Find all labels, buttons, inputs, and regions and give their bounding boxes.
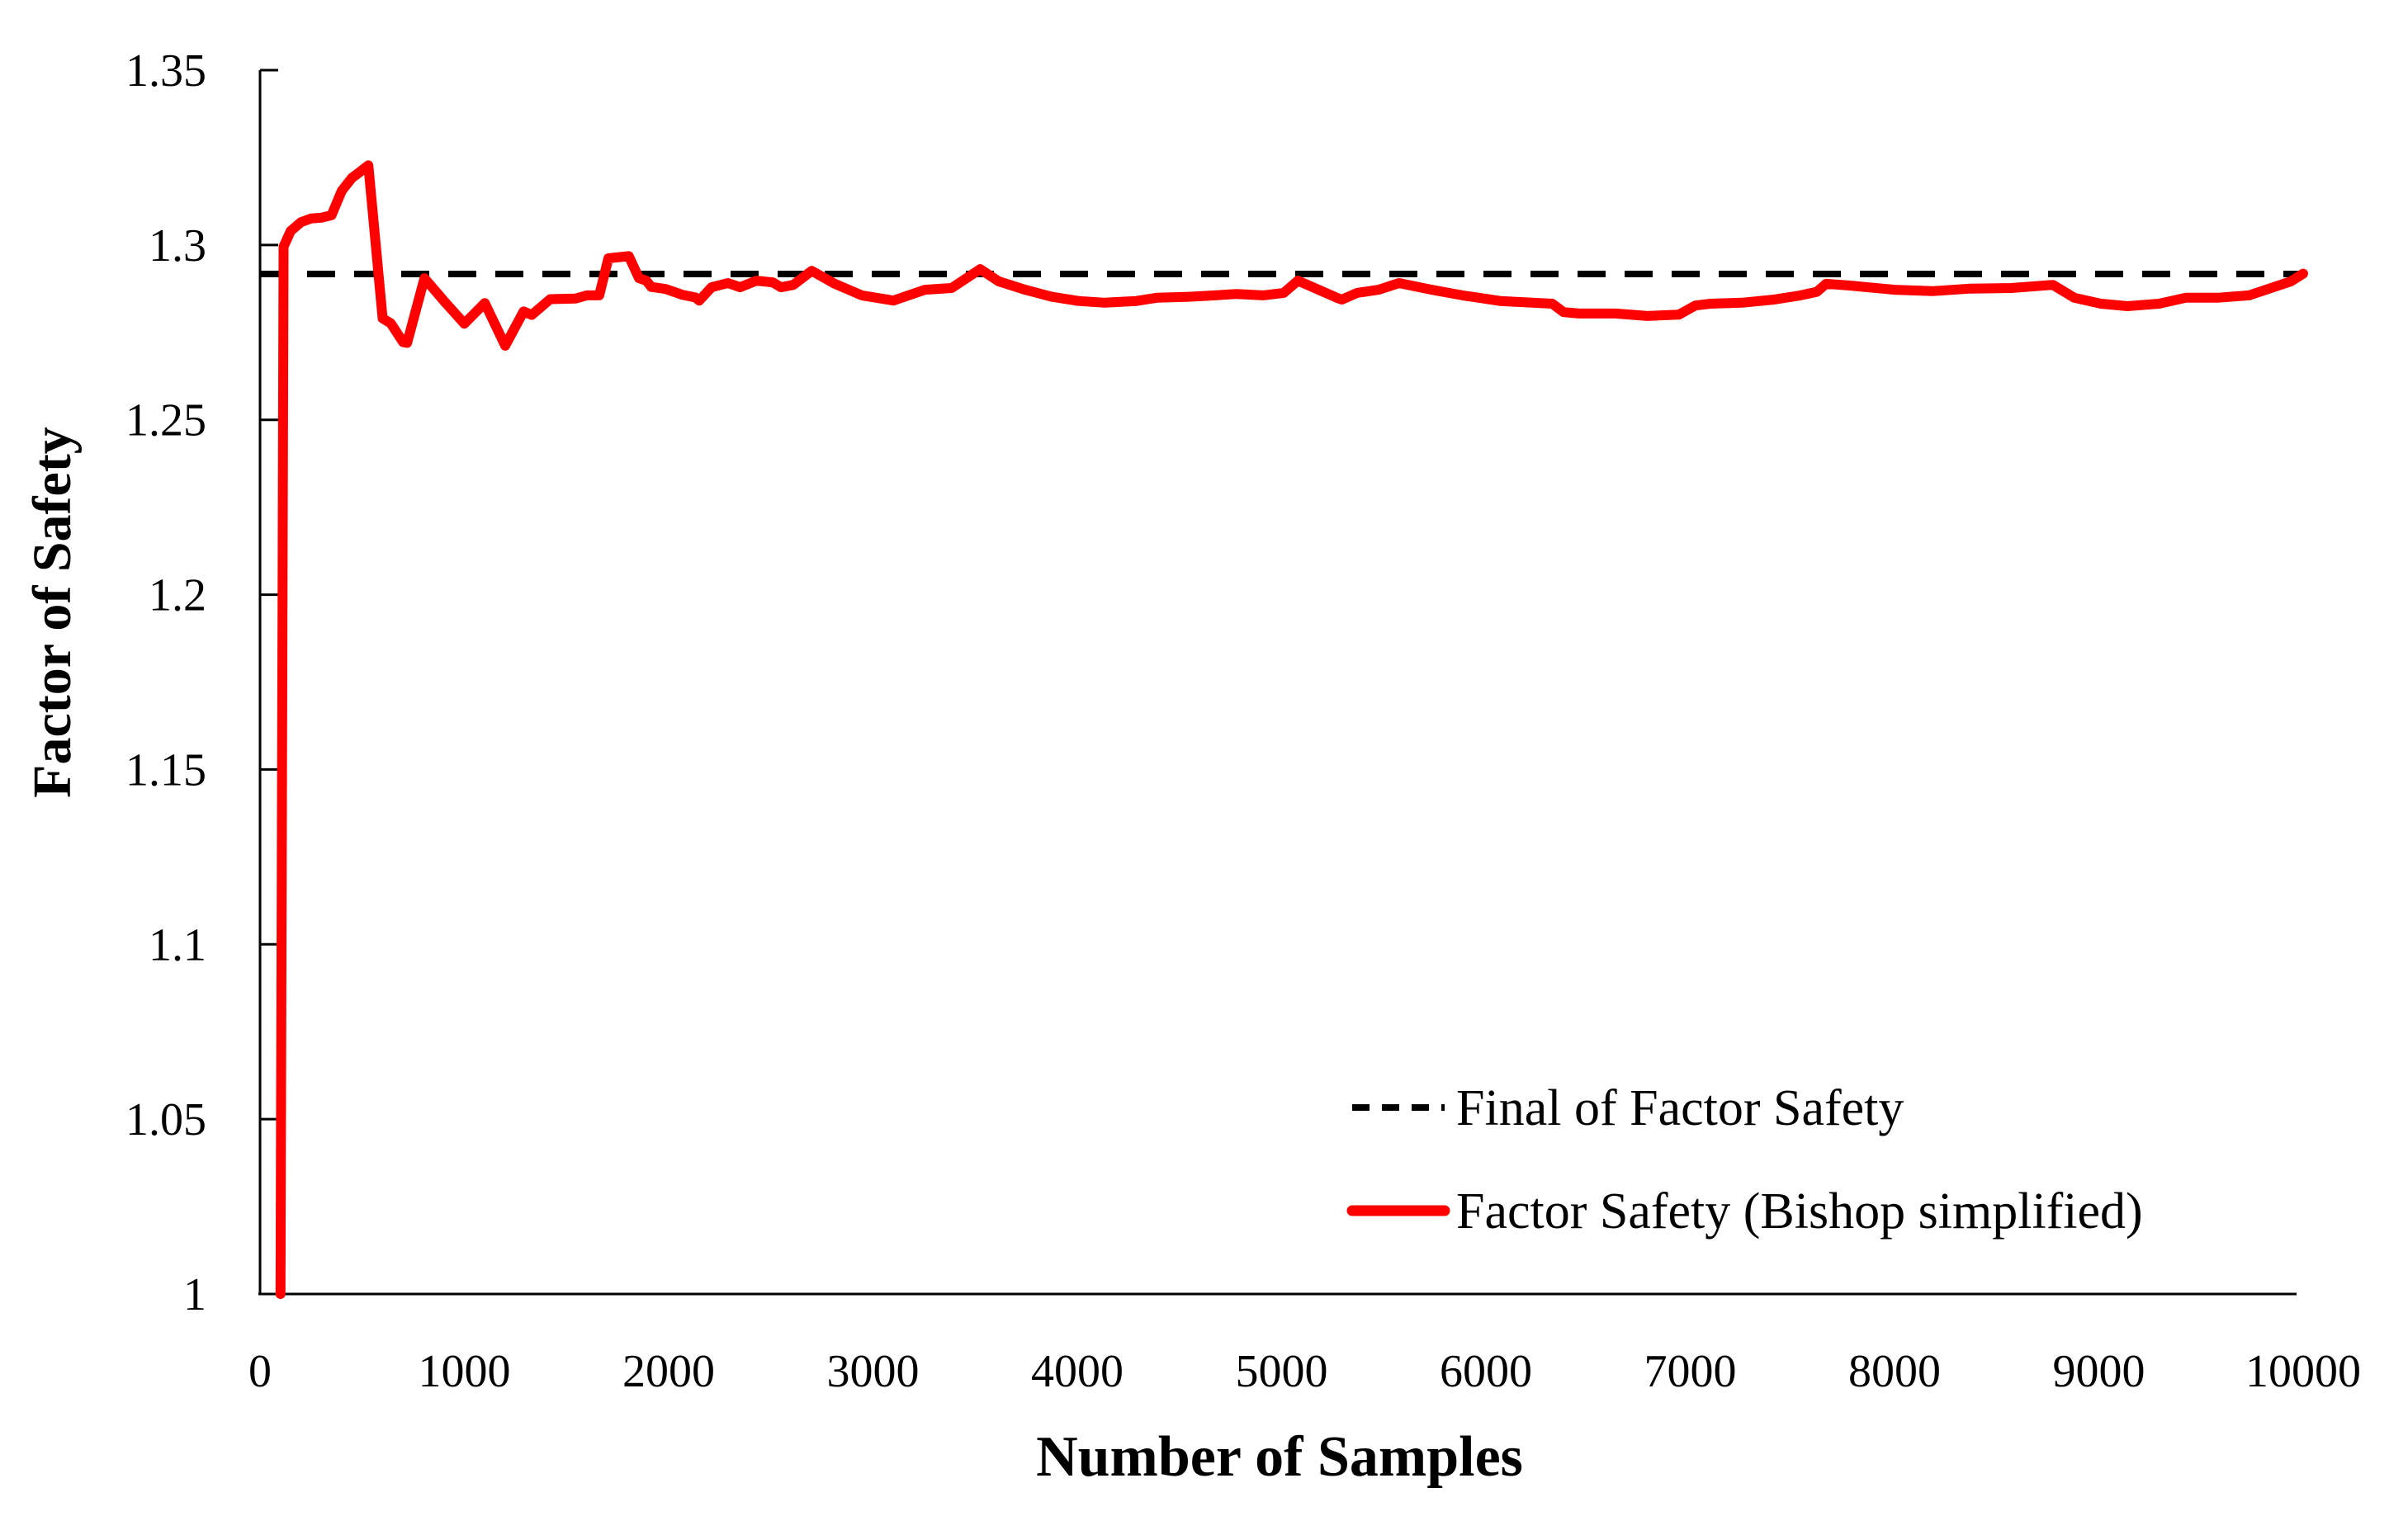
x-tick-label: 1000 bbox=[419, 1346, 511, 1397]
y-tick-label: 1.25 bbox=[125, 395, 206, 446]
x-tick-label: 0 bbox=[248, 1346, 272, 1397]
axes: 1.35 1.3 1.25 1.2 1.15 1.1 1.05 10 1000 2000 3000 4… bbox=[125, 45, 2361, 1397]
x-tick-label: 8000 bbox=[1848, 1346, 1941, 1397]
x-tick-label: 4000 bbox=[1031, 1346, 1124, 1397]
legend-label-factor-safety-bishop: Factor Safety (Bishop simplified) bbox=[1456, 1183, 2143, 1240]
factor-safety-bishop-line bbox=[275, 160, 2308, 1299]
x-tick-label: 2000 bbox=[622, 1346, 715, 1397]
x-tick-label: 3000 bbox=[827, 1346, 920, 1397]
y-tick-label: 1.3 bbox=[149, 220, 206, 272]
y-tick-label: 1.1 bbox=[149, 919, 206, 971]
legend-label-final-of-factor-safety: Final of Factor Safety bbox=[1456, 1080, 1904, 1136]
y-axis-title: Factor of Safety bbox=[22, 427, 83, 798]
y-tick-label: 1.15 bbox=[125, 744, 206, 796]
x-tick-label: 9000 bbox=[2053, 1346, 2145, 1397]
y-tick-label: 1.2 bbox=[149, 570, 206, 621]
x-tick-label: 10000 bbox=[2245, 1346, 2361, 1397]
y-tick-label: 1.05 bbox=[125, 1094, 206, 1145]
series bbox=[260, 160, 2308, 1299]
x-tick-label: 7000 bbox=[1644, 1346, 1737, 1397]
x-tick-label: 6000 bbox=[1440, 1346, 1532, 1397]
x-axis-title: Number of Samples bbox=[1036, 1425, 1523, 1489]
x-tick-label: 5000 bbox=[1236, 1346, 1328, 1397]
legend: Final of Factor Safety Factor Safety (Bi… bbox=[1346, 1080, 2143, 1240]
y-tick-label: 1 bbox=[183, 1269, 206, 1320]
y-tick-label: 1.35 bbox=[125, 45, 206, 97]
